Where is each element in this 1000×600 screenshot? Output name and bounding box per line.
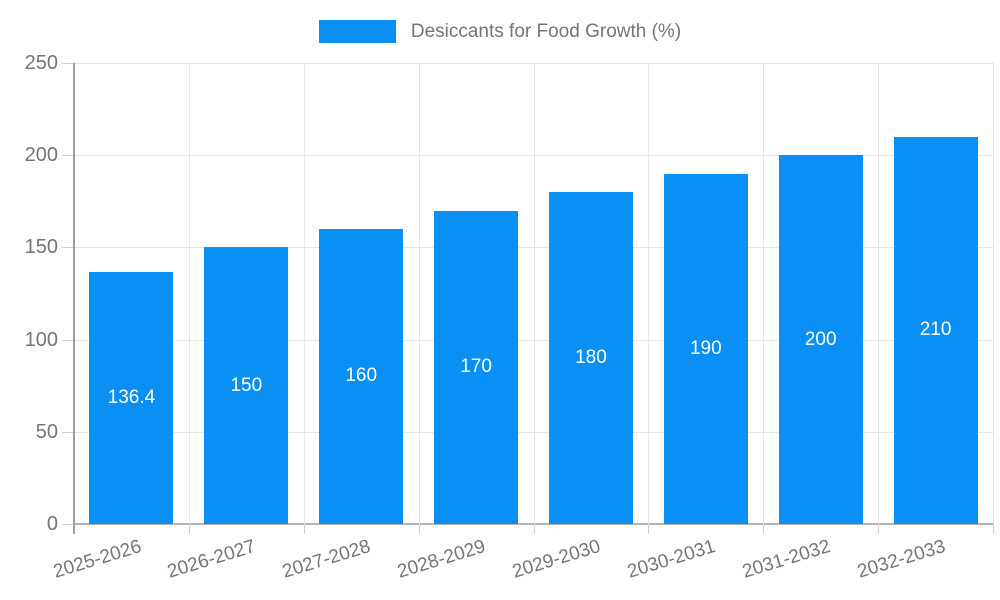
x-gridline: [188, 63, 190, 524]
bar: 210: [893, 136, 978, 524]
x-tick-mark: [648, 524, 650, 534]
x-gridline: [878, 63, 880, 524]
x-tick-mark: [188, 524, 190, 534]
bar: 180: [548, 192, 633, 524]
x-tick-mark: [763, 524, 765, 534]
bar-value-label: 200: [804, 328, 837, 350]
y-tick-label: 250: [24, 52, 58, 74]
bar-value-label: 190: [689, 337, 722, 359]
y-tick-label: 50: [35, 420, 58, 443]
x-gridline: [533, 63, 535, 524]
chart-legend: Desiccants for Food Growth (%): [0, 20, 1000, 43]
x-tick-label: 2027-2028: [280, 536, 374, 583]
bar-value-label: 136.4: [107, 387, 156, 409]
y-axis-line: [73, 63, 75, 534]
y-tick-label: 150: [24, 236, 58, 259]
y-tick-mark: [62, 339, 74, 341]
bar-value-label: 160: [345, 365, 378, 387]
bar: 200: [778, 155, 863, 524]
x-gridline: [993, 63, 994, 524]
x-tick-mark: [878, 524, 880, 534]
y-tick-mark: [62, 247, 74, 249]
bar: 190: [663, 173, 748, 524]
bar-value-label: 150: [230, 374, 263, 396]
x-tick-label: 2026-2027: [165, 536, 259, 583]
bar-value-label: 180: [575, 347, 607, 369]
y-tick-label: 0: [46, 513, 58, 535]
bar: 136.4: [89, 272, 174, 524]
x-tick-label: 2032-2033: [854, 536, 948, 583]
legend-label: Desiccants for Food Growth (%): [410, 20, 682, 42]
x-tick-mark: [303, 524, 305, 534]
x-tick-label: 2028-2029: [395, 536, 489, 583]
x-gridline: [303, 63, 305, 524]
bar-value-label: 170: [460, 356, 492, 378]
y-tick-mark: [62, 155, 74, 157]
x-gridline: [763, 63, 765, 524]
x-gridline: [418, 63, 420, 524]
x-gridline: [648, 63, 650, 524]
y-tick-label: 100: [24, 328, 58, 351]
x-tick-label: 2030-2031: [624, 536, 718, 583]
y-tick-mark: [62, 524, 74, 525]
y-tick-mark: [62, 431, 74, 433]
x-tick-label: 2029-2030: [510, 536, 604, 583]
x-tick-mark: [418, 524, 420, 534]
bar-value-label: 210: [919, 319, 952, 341]
bar: 170: [434, 210, 519, 524]
bar: 160: [319, 228, 404, 524]
bar: 150: [204, 247, 289, 524]
y-tick-mark: [62, 63, 74, 64]
y-tick-label: 200: [24, 144, 58, 167]
legend-swatch: [318, 20, 396, 43]
x-tick-label: 2025-2026: [50, 536, 144, 583]
x-tick-mark: [993, 524, 994, 534]
x-tick-label: 2031-2032: [739, 536, 833, 583]
x-tick-mark: [533, 524, 535, 534]
